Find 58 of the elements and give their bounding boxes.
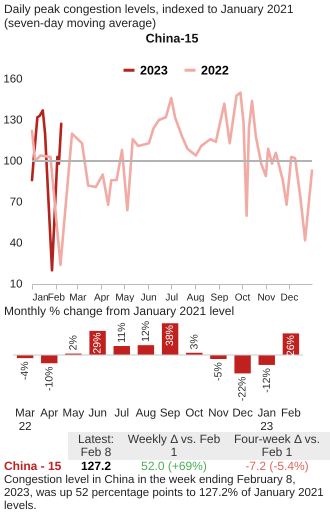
bar bbox=[234, 354, 252, 374]
x-tick-label: Jan 23 bbox=[257, 408, 276, 433]
data-label: 11% bbox=[116, 322, 128, 343]
x-tick-label: Feb bbox=[281, 408, 301, 420]
text: 52.0 (+69%) bbox=[140, 459, 208, 473]
data-label: 3% bbox=[188, 334, 200, 350]
x-tick-label: Jun bbox=[88, 408, 107, 420]
y-tick-label: 70 bbox=[10, 196, 22, 208]
y-tick-label: 40 bbox=[10, 238, 22, 250]
x-tick-label: Mar bbox=[69, 292, 88, 304]
x-tick-label: Jun bbox=[140, 292, 157, 304]
data-label: -5% bbox=[212, 362, 224, 381]
legend-label: 2023 bbox=[140, 63, 168, 78]
x-tick-label: Jul bbox=[114, 408, 130, 420]
x-tick-label: Apr bbox=[40, 408, 58, 420]
x-tick-label: Sep bbox=[160, 408, 180, 420]
x-tick-label: Nov bbox=[257, 292, 276, 304]
data-label: 2% bbox=[67, 335, 80, 350]
text: China - 15 bbox=[3, 459, 62, 473]
text: -7.2 (-5.4%) bbox=[244, 459, 310, 473]
bar bbox=[258, 354, 276, 366]
legend-label: 2022 bbox=[201, 63, 229, 78]
bar bbox=[113, 346, 130, 356]
text: Latest: Feb 8 bbox=[68, 432, 124, 460]
x-tick-label: Oct bbox=[185, 408, 204, 420]
data-label: -10% bbox=[43, 366, 56, 392]
x-tick-label: Oct bbox=[234, 292, 250, 304]
text: Four-week Δ vs. Feb 1 bbox=[224, 432, 330, 460]
data-label: -4% bbox=[19, 361, 32, 380]
x-tick-label: Mar 22 bbox=[15, 408, 36, 433]
data-label: -12% bbox=[260, 368, 273, 393]
x-tick-label: Jan bbox=[32, 292, 49, 304]
bar bbox=[16, 354, 34, 359]
data-label: 38% bbox=[164, 325, 176, 346]
x-tick-label: Aug bbox=[136, 408, 156, 420]
chart-title: Daily peak congestion levels, indexed to January 2021 (seven-day moving average) bbox=[3, 1, 295, 30]
x-tick-label: Feb bbox=[48, 292, 66, 304]
bar bbox=[40, 354, 58, 364]
data-label: -22% bbox=[236, 376, 249, 402]
chart-subtitle: China-15 bbox=[146, 32, 198, 46]
text: Weekly Δ vs. Feb 1 bbox=[124, 432, 224, 460]
text: 127.2 bbox=[80, 459, 112, 473]
data-label: 26% bbox=[284, 335, 297, 356]
chart-title: Monthly % change from January 2021 level bbox=[3, 303, 236, 318]
y-tick-label: 10 bbox=[10, 278, 22, 290]
y-tick-label: 100 bbox=[3, 156, 22, 168]
x-tick-label: Nov bbox=[208, 408, 229, 420]
x-tick-label: Dec bbox=[232, 408, 254, 420]
bar bbox=[137, 344, 155, 356]
x-tick-label: May bbox=[62, 408, 85, 420]
x-tick-label: Dec bbox=[280, 292, 298, 304]
x-tick-label: Jul bbox=[165, 292, 178, 304]
y-tick-label: 130 bbox=[3, 114, 22, 126]
y-tick-label: 160 bbox=[3, 74, 22, 86]
data-label: 29% bbox=[92, 332, 104, 354]
line-series bbox=[30, 91, 314, 266]
data-label: 12% bbox=[140, 320, 152, 342]
text: Congestion level in China in the week ending February 8, 2023, was up 52 percentage points to 127.2% of January 2021 levels. bbox=[3, 473, 325, 514]
